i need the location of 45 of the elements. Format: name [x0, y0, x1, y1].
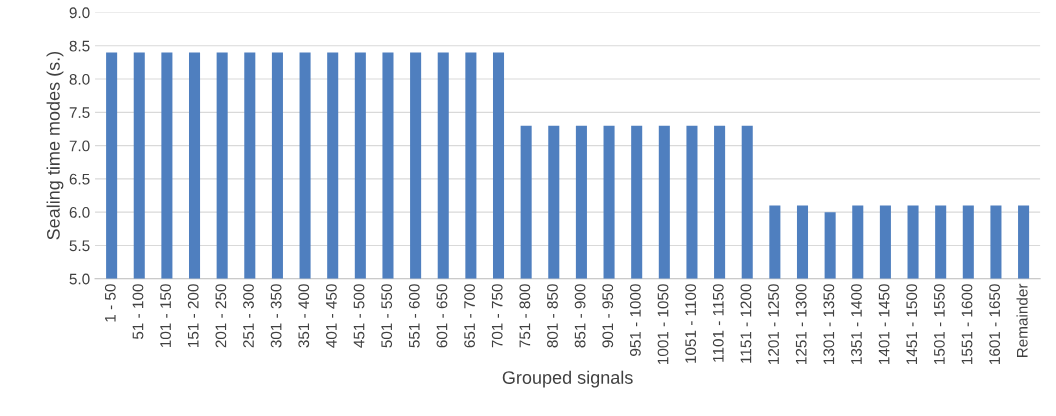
x-tick-label: 1551 - 1600	[961, 284, 973, 364]
y-tick-label: 8.0	[69, 73, 90, 85]
y-tick-label: 7.0	[69, 140, 90, 152]
x-tick-label: Remainder	[1016, 283, 1028, 358]
x-tick-label: 1601 - 1650	[989, 284, 1001, 364]
x-tick-label: 401 - 450	[325, 284, 337, 348]
x-tick-label: 351 - 400	[298, 284, 310, 348]
y-tick-label: 8.5	[69, 40, 90, 52]
x-tick-label: 301 - 350	[270, 284, 282, 348]
y-tick-label: 6.5	[69, 173, 90, 185]
x-tick-label: 1401 - 1450	[878, 284, 890, 364]
x-tick-label: 551 - 600	[408, 284, 420, 348]
x-tick-label: 251 - 300	[243, 284, 254, 348]
x-tick-label: 1351 - 1400	[851, 284, 862, 364]
y-tick-label: 9.0	[69, 7, 90, 19]
x-tick-label: 1301 - 1350	[823, 284, 835, 364]
x-tick-label: 1251 - 1300	[795, 284, 807, 364]
x-tick-label: 751 - 800	[519, 284, 531, 348]
x-tick-label: 101 - 150	[160, 284, 171, 347]
x-tick-label: 51 - 100	[132, 284, 144, 340]
y-tick-label: 6.0	[69, 207, 90, 218]
y-tick-label: 5.5	[69, 240, 90, 252]
x-tick-label: 951 - 1000	[629, 284, 641, 356]
x-tick-label: 651 - 700	[464, 284, 475, 348]
x-tick-label: 601 - 650	[436, 284, 448, 348]
x-axis-title: Grouped signals	[502, 370, 633, 388]
x-tick-label: 1201 - 1250	[768, 284, 779, 364]
x-tick-label: 451 - 500	[353, 284, 365, 348]
y-tick-label: 7.5	[69, 107, 90, 119]
x-tick-label: 1451 - 1500	[906, 284, 918, 364]
x-tick-label: 151 - 200	[187, 284, 199, 347]
x-tick-label: 901 - 950	[602, 284, 614, 348]
x-tick-label: 1151 - 1200	[740, 284, 752, 363]
x-tick-label: 1501 - 1550	[933, 284, 945, 364]
x-tick-label: 801 - 850	[547, 284, 558, 348]
x-tick-label: 201 - 250	[215, 284, 227, 348]
y-tick-label: 5.0	[69, 273, 90, 285]
x-tick-label: 1 - 50	[104, 284, 116, 322]
x-tick-label: 1101 - 1150	[712, 284, 724, 362]
x-tick-label: 851 - 900	[574, 284, 586, 348]
x-tick-label: 1051 - 1100	[685, 284, 697, 363]
x-tick-label: 701 - 750	[491, 284, 503, 348]
x-tick-label: 501 - 550	[381, 284, 393, 348]
x-tick-label: 1001 - 1050	[657, 284, 669, 364]
y-axis-title: Sealing time modes (s.)	[46, 51, 64, 240]
